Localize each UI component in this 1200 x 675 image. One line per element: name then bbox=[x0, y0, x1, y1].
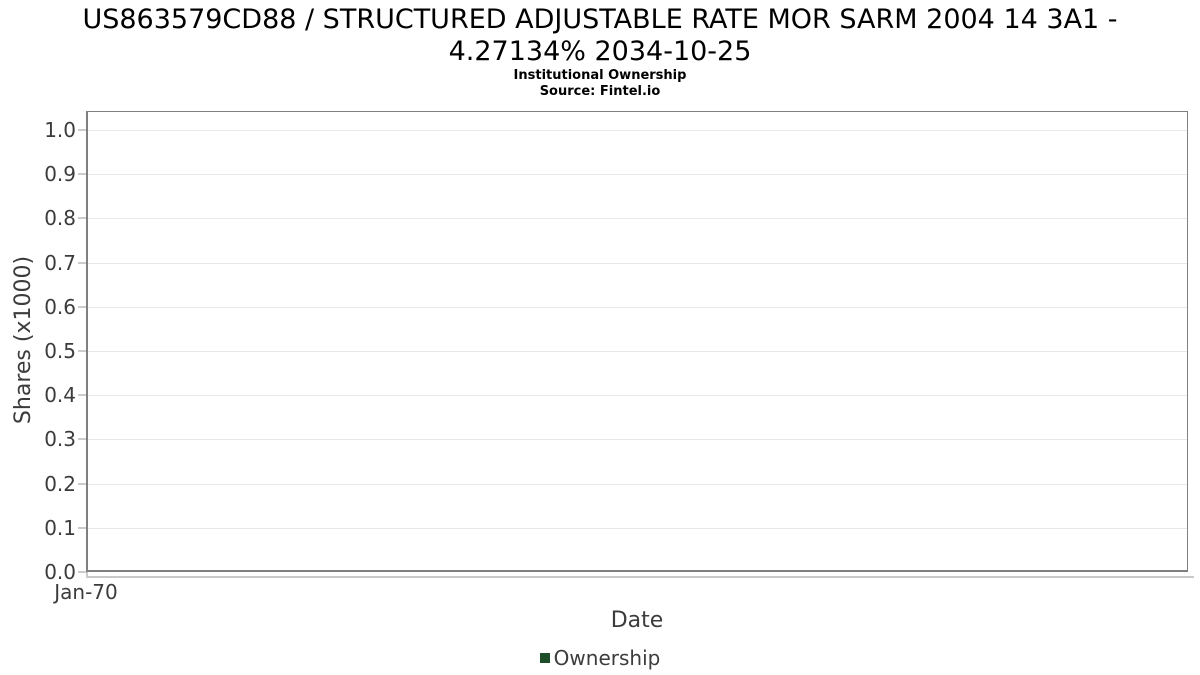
y-axis-tick-label-0.3: 0.3 bbox=[44, 427, 76, 451]
gridline-y-0.6 bbox=[88, 306, 1187, 308]
y-axis-tick-label-0.2: 0.2 bbox=[44, 472, 76, 496]
x-axis-tick-label: Jan-70 bbox=[54, 580, 118, 604]
y-axis-tick-0.4 bbox=[78, 394, 86, 396]
y-axis-tick-0.6 bbox=[78, 306, 86, 308]
y-axis-tick-0.7 bbox=[78, 262, 86, 264]
gridline-y-0.5 bbox=[88, 350, 1187, 352]
y-axis-tick-label-0.1: 0.1 bbox=[44, 516, 76, 540]
y-axis-tick-0.5 bbox=[78, 350, 86, 352]
x-axis-tick bbox=[86, 572, 88, 577]
chart-subtitle: Institutional Ownership bbox=[513, 68, 687, 83]
plot-area bbox=[86, 111, 1188, 572]
gridline-y-0.4 bbox=[88, 394, 1187, 396]
gridline-y-0.9 bbox=[88, 173, 1187, 175]
y-axis-tick-label-0.8: 0.8 bbox=[44, 206, 76, 230]
gridline-y-0.8 bbox=[88, 217, 1187, 219]
y-axis-tick-label-0.4: 0.4 bbox=[44, 383, 76, 407]
legend-swatch-icon bbox=[539, 653, 550, 663]
chart-source-label: Source: Fintel.io bbox=[539, 84, 661, 99]
y-axis-tick-0.8 bbox=[78, 217, 86, 219]
y-axis-tick-0.3 bbox=[78, 438, 86, 440]
y-axis-tick-label-0.7: 0.7 bbox=[44, 251, 76, 275]
legend: Ownership bbox=[0, 646, 1200, 670]
gridline-y-0.2 bbox=[88, 483, 1187, 485]
y-axis-tick-label-1.0: 1.0 bbox=[44, 118, 76, 142]
gridline-y-0.7 bbox=[88, 262, 1187, 264]
chart-title-line2: 4.27134% 2034-10-25 bbox=[448, 36, 752, 67]
x-axis-title: Date bbox=[610, 608, 664, 633]
y-axis-tick-label-0.5: 0.5 bbox=[44, 339, 76, 363]
legend-item-label: Ownership bbox=[553, 646, 661, 670]
y-axis-tick-label-0.9: 0.9 bbox=[44, 162, 76, 186]
y-axis-tick-0.2 bbox=[78, 483, 86, 485]
chart-title-line1: US863579CD88 / STRUCTURED ADJUSTABLE RAT… bbox=[82, 4, 1118, 35]
gridline-y-0.3 bbox=[88, 438, 1187, 440]
gridline-y-0.1 bbox=[88, 527, 1187, 529]
y-axis-tick-0.9 bbox=[78, 173, 86, 175]
legend-item-ownership[interactable]: Ownership bbox=[539, 646, 661, 670]
y-axis-tick-label-0.0: 0.0 bbox=[44, 560, 76, 584]
x-axis-line bbox=[86, 576, 1194, 578]
y-axis-tick-0.1 bbox=[78, 527, 86, 529]
y-axis-tick-label-0.6: 0.6 bbox=[44, 295, 76, 319]
y-axis-tick-0.0 bbox=[78, 571, 86, 573]
y-axis-tick-1.0 bbox=[78, 129, 86, 131]
gridline-y-1.0 bbox=[88, 129, 1187, 131]
